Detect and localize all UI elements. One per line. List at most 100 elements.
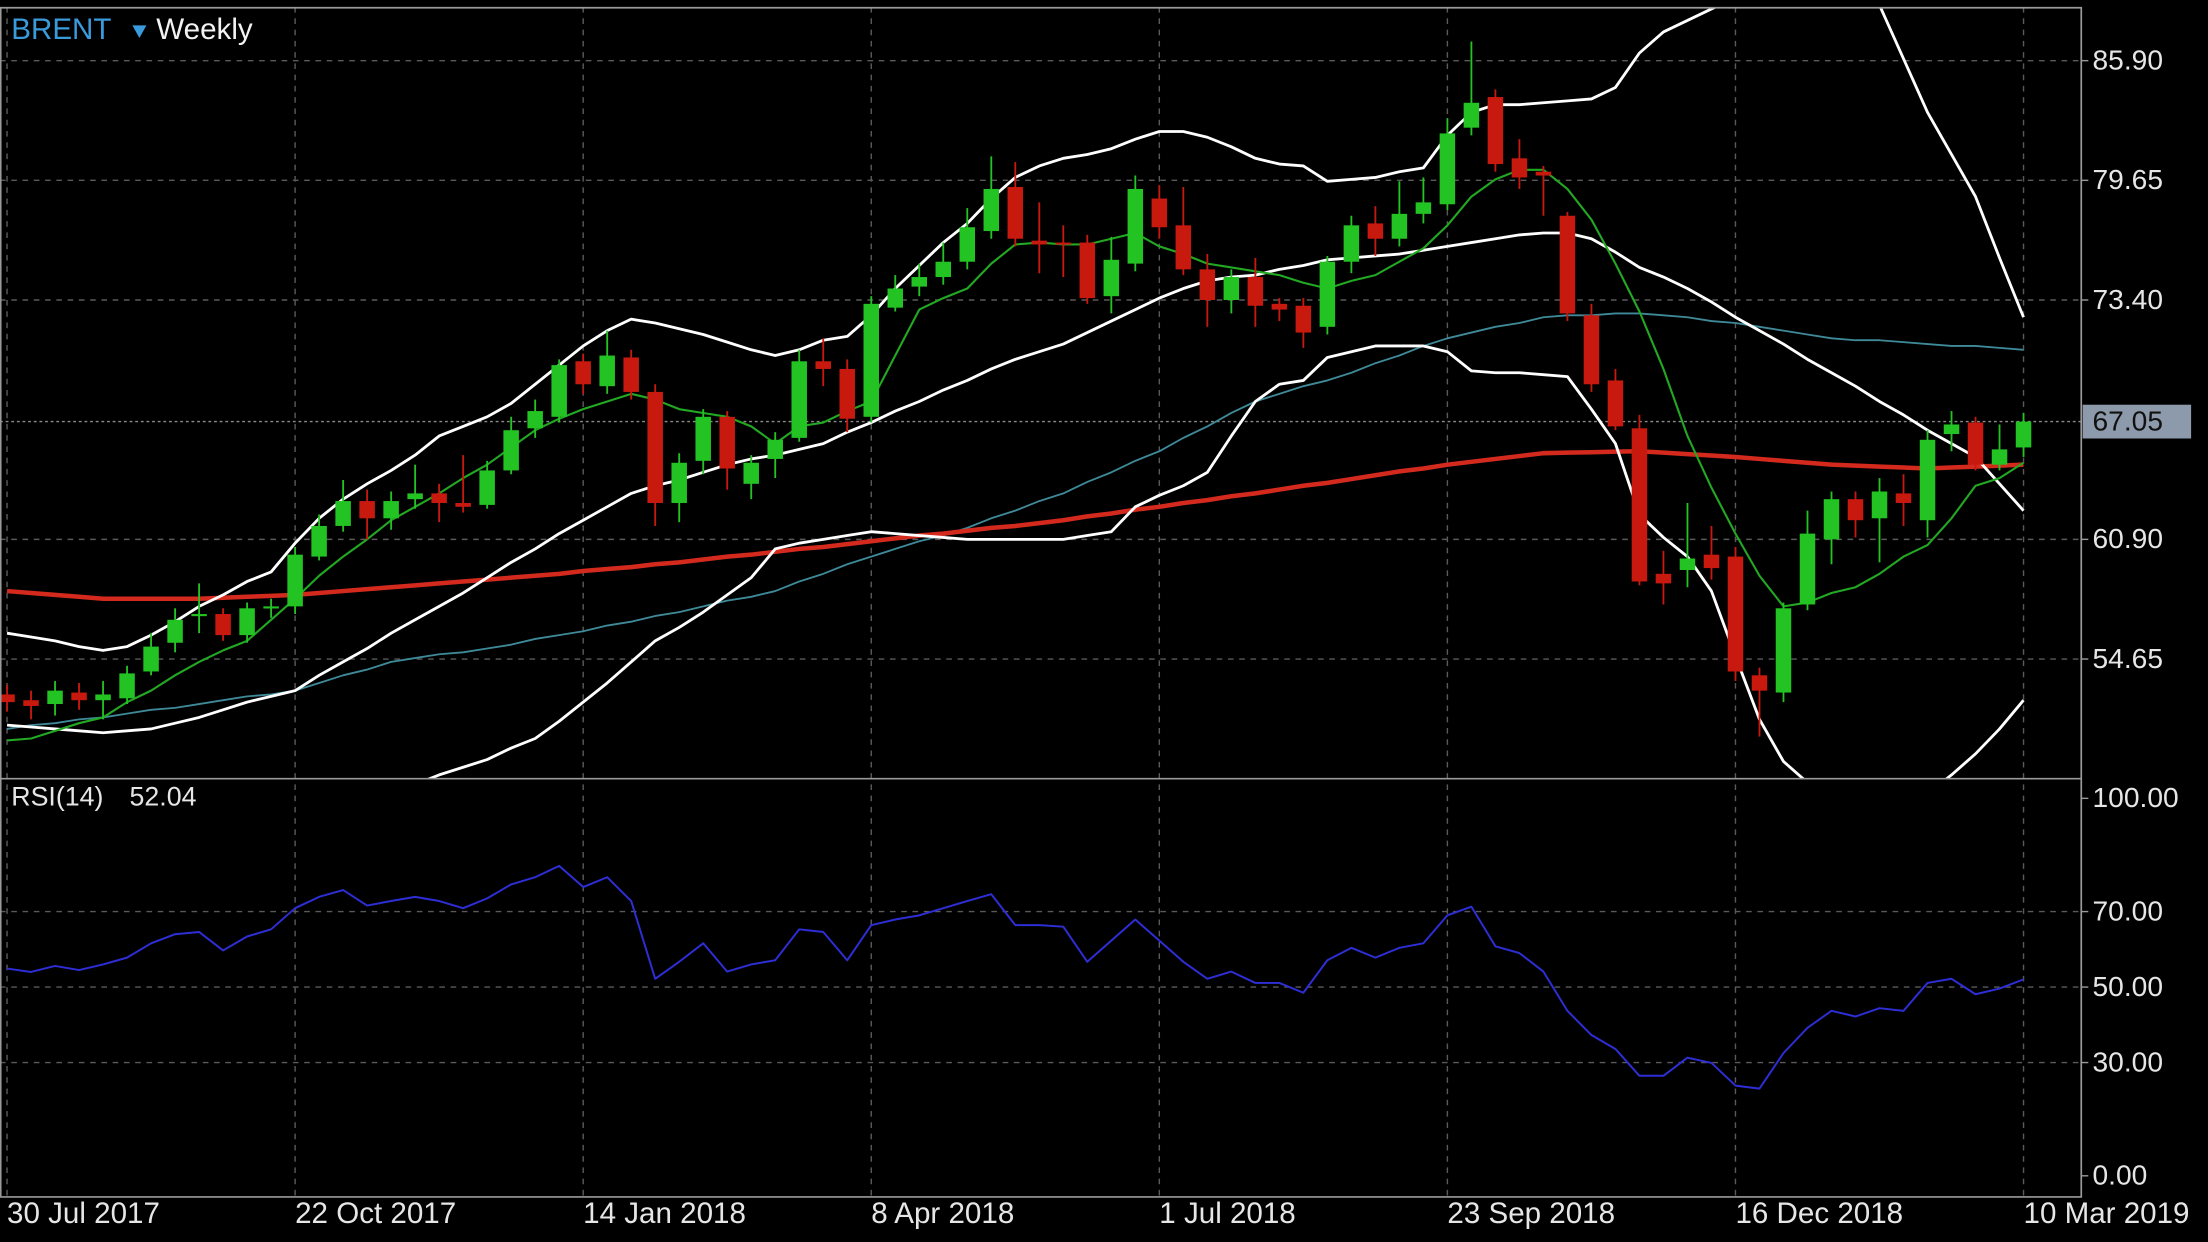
y-tick-label: 100.00 <box>2093 782 2179 813</box>
candle-body <box>767 439 783 459</box>
rsi-plot <box>6 864 2024 1090</box>
indicator-line <box>6 231 2025 735</box>
symbol-selector[interactable]: BRENT <box>11 13 111 46</box>
x-tick-label: 10 Mar 2019 <box>2024 1197 2190 1230</box>
candle-body <box>887 288 904 308</box>
candle-body <box>95 694 111 701</box>
candle-body <box>1799 533 1816 605</box>
y-tick-label: 79.65 <box>2093 164 2163 195</box>
x-tick-label: 14 Jan 2018 <box>583 1197 746 1230</box>
candle-body <box>1415 202 1432 214</box>
rsi-value: 52.04 <box>130 781 197 811</box>
y-tick-label: 30.00 <box>2093 1046 2163 1077</box>
x-tick-label: 30 Jul 2017 <box>7 1197 160 1230</box>
candle-body <box>431 493 447 503</box>
candle-body <box>1607 380 1624 427</box>
candle-body <box>0 694 15 703</box>
y-tick-label: 85.90 <box>2093 45 2163 76</box>
candle-body <box>719 416 735 469</box>
y-tick-label: 73.40 <box>2093 284 2163 315</box>
current-price-box <box>2082 404 2192 439</box>
candle-body <box>1199 269 1216 301</box>
candle-body <box>143 646 159 672</box>
indicator-line <box>6 449 2024 601</box>
candle-body <box>1895 493 1912 503</box>
candle-body <box>1631 428 1648 582</box>
candle-body <box>1319 261 1336 327</box>
candle-body <box>71 692 87 701</box>
candle-body <box>119 673 135 699</box>
candle-body <box>599 355 615 387</box>
indicator-line <box>6 312 2024 730</box>
candle-body <box>311 525 327 557</box>
candle-body <box>983 188 1000 232</box>
candle-body <box>503 430 519 471</box>
x-tick-label: 23 Sep 2018 <box>1447 1197 1615 1230</box>
candle-body <box>743 462 759 484</box>
candle-body <box>1751 675 1768 691</box>
candle-body <box>191 614 207 617</box>
candle-body <box>1175 225 1192 270</box>
y-tick-label: 70.00 <box>2093 895 2163 926</box>
candle-body <box>335 501 351 526</box>
candle-body <box>863 303 879 417</box>
current-price-label: 67.05 <box>2093 405 2163 436</box>
candle-body <box>455 502 471 507</box>
candle-body <box>1223 277 1240 301</box>
y-tick-label: 54.65 <box>2093 643 2163 674</box>
candle-body <box>1991 449 2008 465</box>
candle-body <box>1775 608 1792 693</box>
candle-body <box>839 368 855 419</box>
x-tick-label: 16 Dec 2018 <box>1735 1197 1903 1230</box>
candle-body <box>575 361 591 385</box>
candle-body <box>1823 499 1840 540</box>
candle-body <box>1391 213 1408 239</box>
candle-body <box>623 357 639 392</box>
price-plot <box>0 7 2032 779</box>
candle-body <box>359 501 375 519</box>
candle-body <box>815 361 831 369</box>
candle-body <box>1559 215 1576 314</box>
axis-layer: 30 Jul 2017 22 Oct 2017 14 Jan 2018 8 Apr 2… <box>7 45 2192 1230</box>
candle-body <box>959 227 976 262</box>
candle-body <box>2015 421 2032 448</box>
candle-body <box>1031 240 1048 245</box>
y-tick-label: 0.00 <box>2093 1160 2148 1191</box>
candle-body <box>287 554 303 607</box>
y-tick-label: 60.90 <box>2093 523 2163 554</box>
dropdown-arrow[interactable] <box>132 25 147 39</box>
candle-body <box>1511 158 1528 178</box>
panel-frame <box>0 6 2083 1198</box>
candle-body <box>1727 556 1744 672</box>
candle-body <box>1583 315 1600 385</box>
candle-body <box>671 462 687 503</box>
candle-body <box>1271 303 1288 310</box>
candle-body <box>1055 242 1072 245</box>
candle-body <box>1103 259 1120 297</box>
candle-body <box>695 416 711 461</box>
candle-body <box>47 690 63 705</box>
candle-body <box>1439 133 1456 205</box>
candle-body <box>1007 187 1024 239</box>
candle-body <box>1127 188 1144 264</box>
candle-body <box>23 700 39 706</box>
candle-body <box>551 365 567 417</box>
candle-body <box>239 608 255 636</box>
candle-body <box>1295 305 1312 333</box>
candle-body <box>1079 242 1096 299</box>
candle-body <box>1967 422 1984 465</box>
candle-body <box>1847 499 1864 521</box>
candle-body <box>1919 439 1936 521</box>
candle-body <box>407 493 423 500</box>
candle-body <box>1703 554 1720 569</box>
candle-body <box>215 614 231 636</box>
candle-body <box>1943 424 1960 435</box>
candle-body <box>167 619 183 643</box>
rsi-label: RSI(14) <box>11 781 103 811</box>
candle-body <box>1151 198 1168 228</box>
x-tick-label: 8 Apr 2018 <box>871 1197 1014 1230</box>
x-tick-label: 22 Oct 2017 <box>295 1197 456 1230</box>
candle-body <box>791 361 807 438</box>
